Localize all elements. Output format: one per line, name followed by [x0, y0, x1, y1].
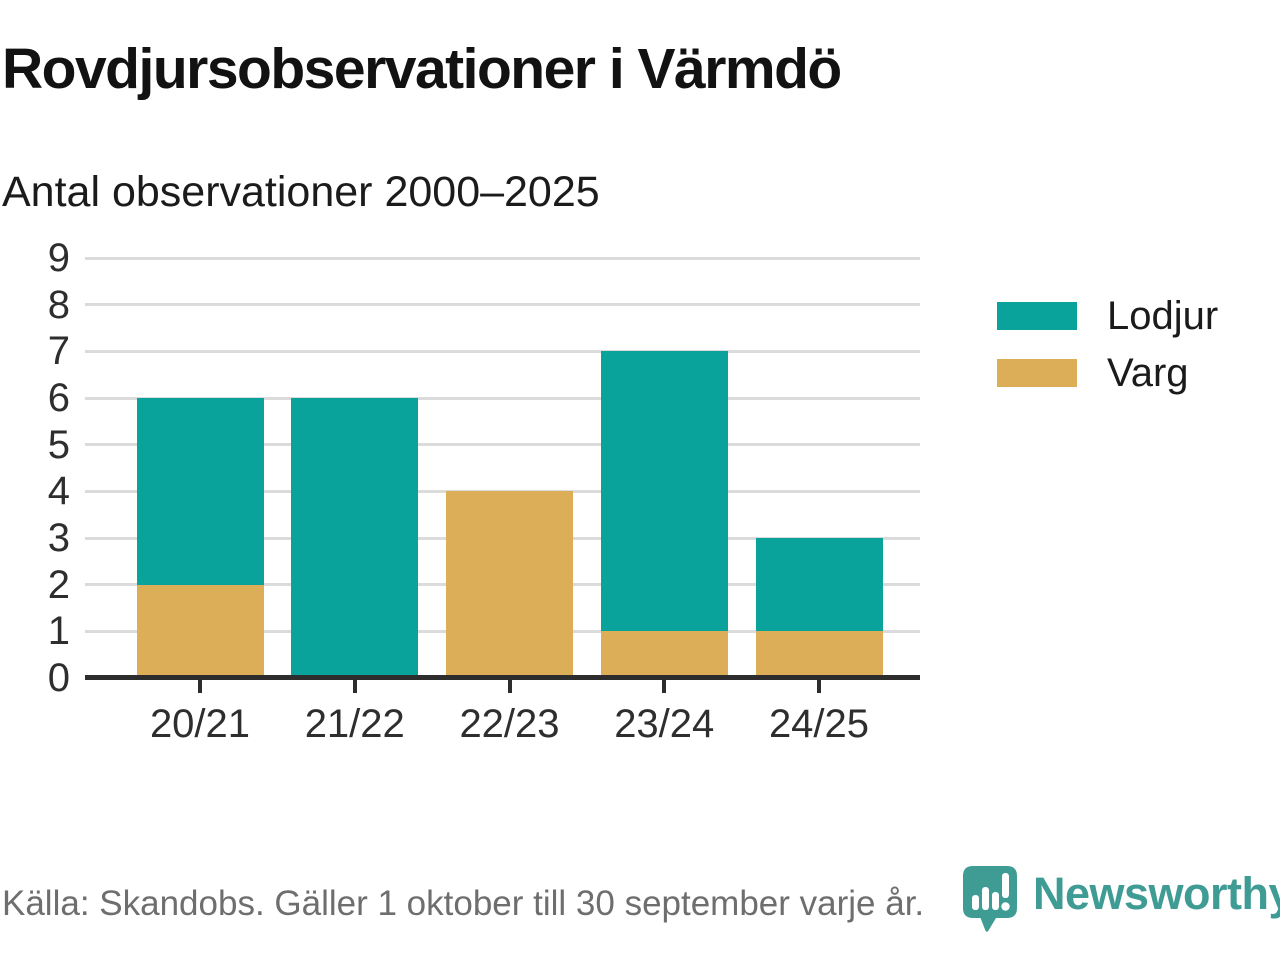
gridline-y5 — [85, 443, 920, 447]
x-axis-tick — [817, 680, 821, 693]
legend-item-varg: Varg — [997, 349, 1218, 397]
bar-segment-lodjur-20-21 — [136, 398, 264, 585]
legend-label: Varg — [1107, 350, 1189, 395]
x-axis-label: 20/21 — [149, 702, 251, 746]
chart-subtitle: Antal observationer 2000–2025 — [2, 168, 600, 216]
gridline-y9 — [85, 256, 920, 260]
bar-segment-lodjur-21-22 — [291, 398, 419, 678]
y-axis-label: 9 — [47, 236, 70, 280]
legend-swatch-lodjur — [997, 302, 1077, 330]
newsworthy-logo: Newsworthy — [961, 864, 1280, 936]
x-axis-label: 24/25 — [768, 702, 870, 746]
newsworthy-logo-icon — [963, 866, 1017, 932]
x-axis-label: 21/22 — [304, 702, 405, 746]
y-axis-label: 1 — [47, 609, 70, 654]
x-axis-label: 23/24 — [614, 702, 715, 746]
y-axis-label: 6 — [47, 376, 70, 420]
chart-legend: Lodjur Varg — [997, 292, 1218, 406]
y-axis-label: 5 — [47, 422, 70, 467]
bar-segment-lodjur-24-25 — [755, 538, 883, 632]
x-axis-tick — [507, 680, 512, 693]
x-axis-label: 22/23 — [459, 702, 560, 746]
bar-segment-varg-23-24 — [600, 631, 728, 678]
bar-segment-varg-22-23 — [446, 491, 573, 678]
y-axis-label: 8 — [47, 282, 70, 327]
bar-chart: Lodjur Varg 0 1 2 3 4 5 6 7 8 9 20/21 21/22 22/23 23/2… — [0, 236, 1280, 770]
y-axis-label: 0 — [47, 656, 70, 700]
x-axis-tick — [198, 680, 202, 693]
newsworthy-wordmark: Newsworthy — [1033, 868, 1280, 919]
legend-swatch-varg — [997, 359, 1077, 387]
gridline-y7 — [85, 349, 920, 353]
source-note: Källa: Skandobs. Gäller 1 oktober till 3… — [2, 884, 925, 923]
x-axis-tick — [352, 680, 357, 693]
chart-title: Rovdjursobservationer i Värmdö — [2, 37, 842, 101]
y-axis-label: 4 — [47, 469, 70, 514]
x-axis-tick — [662, 680, 667, 693]
gridline-y8 — [85, 303, 920, 307]
bar-segment-lodjur-23-24 — [600, 351, 728, 632]
y-axis-label: 2 — [47, 562, 70, 607]
bar-segment-varg-20-21 — [136, 584, 264, 678]
gridline-y6 — [85, 396, 920, 400]
x-axis-line — [85, 675, 920, 680]
bar-segment-varg-24-25 — [755, 631, 883, 678]
legend-item-lodjur: Lodjur — [997, 292, 1218, 340]
legend-label: Lodjur — [1107, 293, 1219, 338]
plot-area — [85, 256, 920, 680]
y-axis-label: 3 — [47, 516, 70, 560]
y-axis-label: 7 — [47, 329, 70, 374]
